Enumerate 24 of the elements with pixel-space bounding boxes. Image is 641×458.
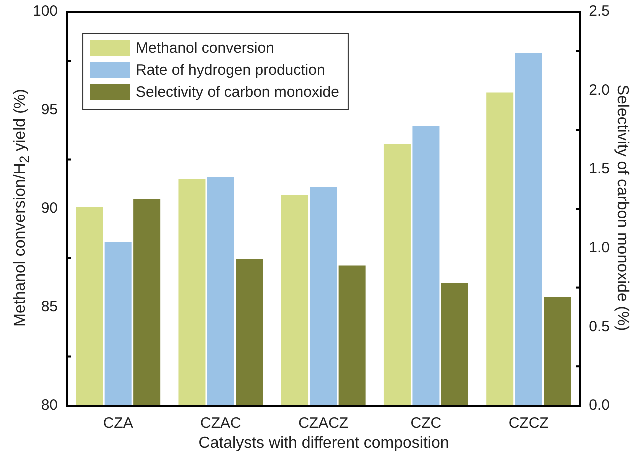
legend-label: Selectivity of carbon monoxide xyxy=(136,84,340,102)
x-tick-label: CZA xyxy=(103,415,134,432)
y2-tick-label: 2.5 xyxy=(589,3,610,20)
y2-tick-label: 0.0 xyxy=(589,397,610,414)
y2-tick-label: 0.5 xyxy=(589,318,610,336)
y-tick-label: 90 xyxy=(41,200,58,218)
x-tick-label: CZAC xyxy=(200,415,242,432)
y-tick-label: 80 xyxy=(41,397,58,414)
bar xyxy=(236,259,264,406)
y-tick-label: 85 xyxy=(41,298,58,316)
x-tick-label: CZC xyxy=(410,415,442,432)
y2-tick-label: 1.0 xyxy=(589,240,610,257)
bar xyxy=(134,200,161,406)
bar xyxy=(544,297,572,406)
legend-label: Rate of hydrogen production xyxy=(136,62,326,80)
legend-label: Methanol conversion xyxy=(136,40,274,58)
x-tick-label: CZCZ xyxy=(508,415,549,432)
y2-tick-label: 1.5 xyxy=(589,160,610,178)
y-tick-label: 95 xyxy=(41,102,58,119)
y2-tick-label: 2.0 xyxy=(589,82,610,99)
y2-axis-title: Selectivity of carbon monoxide (%) xyxy=(613,84,631,332)
y-tick-label: 100 xyxy=(32,3,58,20)
x-axis-title: Catalysts with different composition xyxy=(198,435,450,453)
x-tick-label: CZACZ xyxy=(298,415,349,432)
